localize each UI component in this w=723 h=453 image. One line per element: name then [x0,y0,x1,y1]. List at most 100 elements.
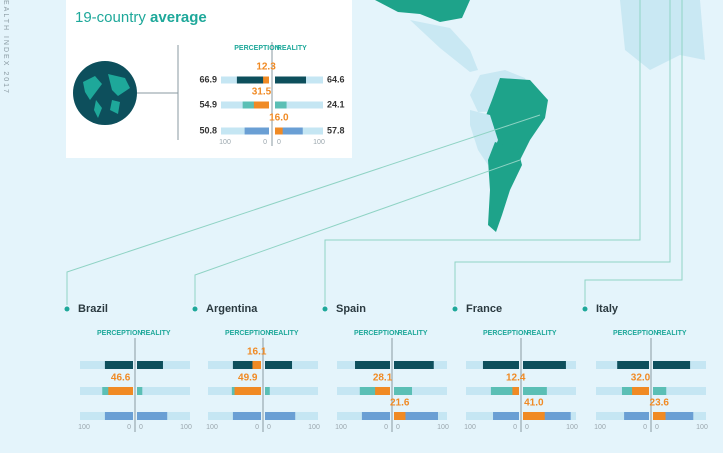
perception-bar [624,412,649,420]
globe [73,61,137,125]
reality-track [275,101,323,109]
scale-label: 0 [655,424,659,431]
perception-bar [482,361,519,369]
reality-bar [137,361,163,369]
reality-track [523,387,576,395]
reality-bar [394,361,434,369]
country-name: Italy [596,303,619,315]
country-dot [192,306,198,312]
reality-bar [265,412,296,420]
gap-bar [234,387,261,395]
perception-track [596,412,649,420]
reality-header: REALITY [141,330,171,337]
reality-header: REALITY [277,45,307,52]
reality-header: REALITY [269,330,299,337]
country-name: Argentina [206,303,258,315]
perception-bar [244,127,269,135]
gap-label: 46.6 [111,373,131,384]
perception-bar [493,412,519,420]
gap-bar [632,387,649,395]
gap-label: 12.3 [256,62,276,73]
country-dot [452,306,458,312]
brazil-shape [485,78,548,162]
perception-bar [617,361,649,369]
reality-bar [523,361,566,369]
reality-header: REALITY [398,330,428,337]
perception-track [466,412,519,420]
scale-label: 100 [696,424,708,431]
gap-label: 41.0 [524,398,544,409]
scale-label: 0 [255,424,259,431]
gap-bar [263,76,269,84]
reality-bar [137,412,168,420]
scale-label: 100 [335,424,347,431]
average-title: 19-country average [75,9,207,26]
north-america [375,0,470,22]
reality-track [137,361,190,369]
scale-label: 100 [219,139,231,146]
gap-label: 28.1 [373,373,393,384]
country-dot [322,306,328,312]
scale-label: 0 [396,424,400,431]
title-bold: average [150,9,207,26]
reality-bar [275,127,303,135]
reality-bar [523,387,547,395]
scale-label: 100 [566,424,578,431]
perception-header: PERCEPTION [483,330,529,337]
gap-bar [108,387,133,395]
reality-bar [275,101,287,109]
gap-bar [252,361,261,369]
scale-label: 100 [180,424,192,431]
country-dot [64,306,70,312]
gap-bar [375,387,390,395]
scale-label: 100 [206,424,218,431]
connector [137,45,179,140]
country-dot [582,306,588,312]
reality-track [394,387,447,395]
gap-label: 12.4 [506,373,526,384]
scale-label: 0 [513,424,517,431]
reality-bar [265,387,270,395]
gap-label: 16.0 [269,113,289,124]
country-name: Brazil [78,303,108,315]
reality-bar [394,387,413,395]
perception-value: 54.9 [199,99,217,109]
scale-label: 0 [384,424,388,431]
gap-label: 31.5 [252,87,272,98]
gap-label: 23.6 [650,398,670,409]
andes [470,110,498,165]
gap-bar [394,412,406,420]
gap-bar [653,412,666,420]
reality-bar [394,412,438,420]
scale-label: 100 [78,424,90,431]
perception-bar [236,76,269,84]
scale-label: 100 [437,424,449,431]
gap-label: 16.1 [247,347,267,358]
perception-header: PERCEPTION [354,330,400,337]
perception-value: 66.9 [199,74,217,84]
perception-value: 50.8 [199,125,217,135]
scale-label: 0 [267,424,271,431]
reality-bar [265,361,293,369]
perception-header: PERCEPTION [97,330,143,337]
scale-label: 0 [643,424,647,431]
land [620,0,705,70]
scale-label: 100 [308,424,320,431]
country-name: Spain [336,303,366,315]
reality-track [653,387,706,395]
scale-label: 100 [594,424,606,431]
reality-track [265,387,318,395]
reality-value: 64.6 [327,74,345,84]
perception-header: PERCEPTION [234,45,280,52]
argentina-shape [488,142,522,232]
gap-label: 32.0 [631,373,651,384]
reality-header: REALITY [527,330,557,337]
scale-label: 0 [127,424,131,431]
reality-bar [653,387,667,395]
reality-bar [653,361,691,369]
perception-bar [361,412,390,420]
title-prefix: 19-country [75,9,146,26]
perception-bar [490,387,519,395]
scale-label: 0 [139,424,143,431]
